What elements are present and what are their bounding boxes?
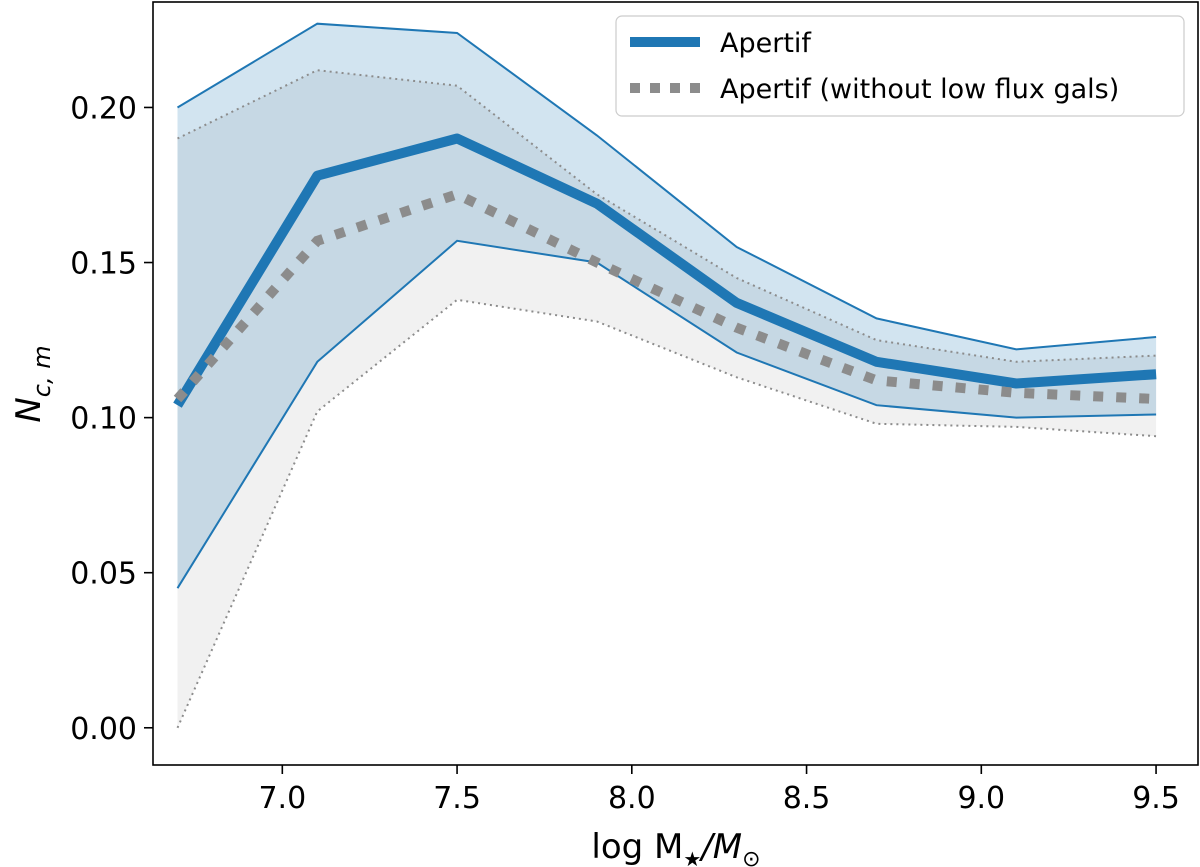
legend-label-apertif: Apertif (720, 28, 812, 59)
band-apertif-without-low-flux (177, 70, 1157, 728)
plot-frame (152, 1, 1199, 766)
lower-bound-apertif-without-low-flux (176, 298, 1157, 729)
x-tick-label: 9.0 (957, 781, 1005, 816)
y-tick-label: 0.05 (70, 557, 137, 592)
legend-box (615, 15, 1185, 117)
upper-bound-apertif (176, 22, 1157, 351)
band-apertif (177, 23, 1157, 589)
x-tick-label: 7.0 (258, 781, 306, 816)
upper-bound-apertif-without-low-flux (177, 69, 1157, 363)
plot-area (173, 22, 1157, 729)
y-axis-label: Nc, m (9, 345, 56, 422)
series-line-apertif-without-low-flux (173, 188, 1157, 404)
y-tick-label: 0.00 (70, 712, 137, 747)
x-axis-label: log M★/M⊙ (591, 827, 760, 867)
series-line-apertif (173, 133, 1157, 408)
y-tick-label: 0.15 (70, 247, 137, 282)
axes: 7.0 7.5 8.0 8.5 9.0 9.5 0.00 0.05 0.10 0.15 0.20 (70, 91, 1180, 816)
x-tick-label: 8.0 (608, 781, 656, 816)
y-tick-label: 0.20 (70, 91, 137, 126)
x-tick-label: 8.5 (783, 781, 831, 816)
lower-bound-apertif (176, 239, 1157, 589)
x-tick-label: 9.5 (1132, 781, 1180, 816)
x-tick-label: 7.5 (433, 781, 481, 816)
legend: Apertif Apertif (without low flux gals) (615, 15, 1185, 117)
y-tick-label: 0.10 (70, 402, 137, 437)
legend-label-apertif-without-low-flux: Apertif (without low flux gals) (720, 74, 1119, 105)
